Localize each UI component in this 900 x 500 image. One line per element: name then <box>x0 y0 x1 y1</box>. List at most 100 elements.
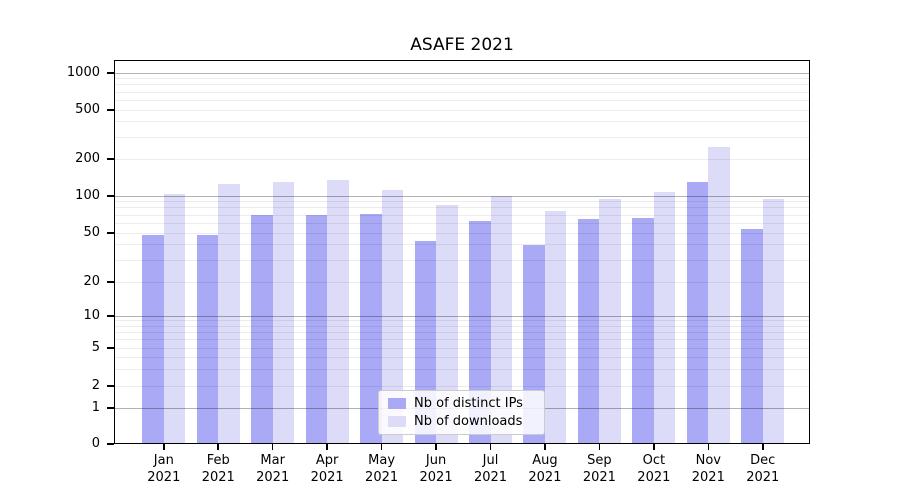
legend-row-distinct-ips: Nb of distinct IPs <box>388 396 535 411</box>
y-tick-label-1000: 1000 <box>66 65 100 80</box>
gridline-y-400 <box>114 121 810 123</box>
bar-downloads-jun <box>436 204 458 444</box>
y-tick-mark <box>107 347 114 349</box>
y-tick-mark <box>107 109 114 111</box>
legend-row-downloads: Nb of downloads <box>388 414 535 429</box>
bar-distinct-ips-oct <box>632 218 654 444</box>
bar-downloads-jan <box>163 194 186 444</box>
gridline-y-60 <box>114 222 810 224</box>
bar-distinct-ips-nov <box>686 182 709 444</box>
gridline-y-100 <box>114 195 810 197</box>
x-tick-mark <box>598 444 601 450</box>
gridline-y-700 <box>114 91 810 93</box>
bar-downloads-nov <box>708 147 730 444</box>
x-tick-mark <box>271 444 274 450</box>
bar-downloads-sep <box>599 198 621 444</box>
x-tick-label-feb: Feb 2021 <box>201 453 235 485</box>
legend-label-downloads: Nb of downloads <box>414 414 523 429</box>
y-tick-mark <box>107 281 114 283</box>
gridline-y-4 <box>114 356 810 358</box>
legend-label-distinct-ips: Nb of distinct IPs <box>414 396 523 411</box>
bar-distinct-ips-apr <box>305 215 328 444</box>
gridline-y-500 <box>114 109 810 111</box>
gridline-y-200 <box>114 158 810 160</box>
y-tick-label-1: 1 <box>91 400 100 415</box>
legend-swatch-distinct-ips <box>388 398 406 409</box>
plot-area <box>114 60 810 444</box>
y-tick-mark <box>107 443 114 445</box>
gridline-y-5 <box>114 347 810 349</box>
x-tick-label-jul: Jul 2021 <box>473 453 508 485</box>
gridline-y-8 <box>114 325 810 327</box>
bar-downloads-feb <box>218 184 240 444</box>
gridline-y-70 <box>114 214 810 216</box>
y-tick-label-500: 500 <box>75 102 100 117</box>
chart-title: ASAFE 2021 <box>410 35 514 55</box>
y-tick-label-100: 100 <box>75 188 100 203</box>
gridline-y-20 <box>114 281 810 283</box>
gridline-y-1000 <box>114 72 810 74</box>
bar-downloads-aug <box>544 211 567 444</box>
y-tick-mark <box>107 232 114 234</box>
x-tick-label-may: May 2021 <box>365 453 399 485</box>
gridline-y-90 <box>114 201 810 203</box>
bar-downloads-apr <box>327 179 349 444</box>
bar-distinct-ips-jul <box>469 220 491 444</box>
bar-downloads-mar <box>272 181 295 444</box>
y-tick-label-0: 0 <box>91 436 100 451</box>
x-tick-label-nov: Nov 2021 <box>691 453 725 485</box>
x-tick-mark <box>489 444 492 450</box>
gridline-y-900 <box>114 78 810 80</box>
y-tick-label-5: 5 <box>91 340 100 355</box>
gridline-y-50 <box>114 232 810 234</box>
bar-distinct-ips-may <box>360 214 382 444</box>
x-tick-label-oct: Oct 2021 <box>637 453 671 485</box>
y-tick-label-50: 50 <box>83 225 100 240</box>
gridline-y-800 <box>114 84 810 86</box>
y-tick-mark <box>107 72 114 74</box>
x-tick-label-jun: Jun 2021 <box>419 453 453 485</box>
bar-downloads-may <box>381 189 404 444</box>
gridline-y-300 <box>114 136 810 138</box>
x-tick-mark <box>761 444 764 450</box>
gridline-y-600 <box>114 99 810 101</box>
y-tick-mark <box>107 195 114 197</box>
y-tick-mark <box>107 407 114 409</box>
bar-distinct-ips-dec <box>741 228 763 444</box>
y-tick-mark <box>107 158 114 160</box>
gridline-y-40 <box>114 244 810 246</box>
gridline-y-3 <box>114 368 810 370</box>
y-tick-label-200: 200 <box>75 151 100 166</box>
x-tick-mark <box>707 444 710 450</box>
bar-downloads-jul <box>490 196 512 444</box>
bar-distinct-ips-mar <box>251 215 273 444</box>
x-tick-label-aug: Aug 2021 <box>528 453 562 485</box>
legend-swatch-downloads <box>388 416 406 427</box>
gridline-y-30 <box>114 259 810 261</box>
x-tick-label-sep: Sep 2021 <box>582 453 616 485</box>
x-tick-label-mar: Mar 2021 <box>256 453 290 485</box>
x-tick-mark <box>653 444 655 450</box>
x-tick-mark <box>435 444 437 450</box>
bar-downloads-dec <box>762 199 785 444</box>
gridline-y-6 <box>114 339 810 341</box>
x-tick-mark <box>326 444 328 450</box>
gridline-y-7 <box>114 331 810 333</box>
y-tick-label-2: 2 <box>91 378 100 393</box>
y-tick-mark <box>107 385 114 387</box>
x-tick-mark <box>217 444 220 450</box>
x-tick-mark <box>544 444 546 450</box>
bar-distinct-ips-feb <box>196 235 219 444</box>
x-tick-label-apr: Apr 2021 <box>310 453 344 485</box>
x-tick-label-jan: Jan 2021 <box>147 453 181 485</box>
gridline-y-80 <box>114 207 810 209</box>
gridline-y-2 <box>114 385 810 387</box>
x-tick-label-dec: Dec 2021 <box>746 453 780 485</box>
legend: Nb of distinct IPs Nb of downloads <box>378 390 545 435</box>
y-tick-mark <box>107 315 114 317</box>
gridline-y-10 <box>114 315 810 317</box>
bar-distinct-ips-sep <box>577 218 600 444</box>
gridline-y-9 <box>114 320 810 322</box>
y-tick-label-20: 20 <box>83 274 100 289</box>
